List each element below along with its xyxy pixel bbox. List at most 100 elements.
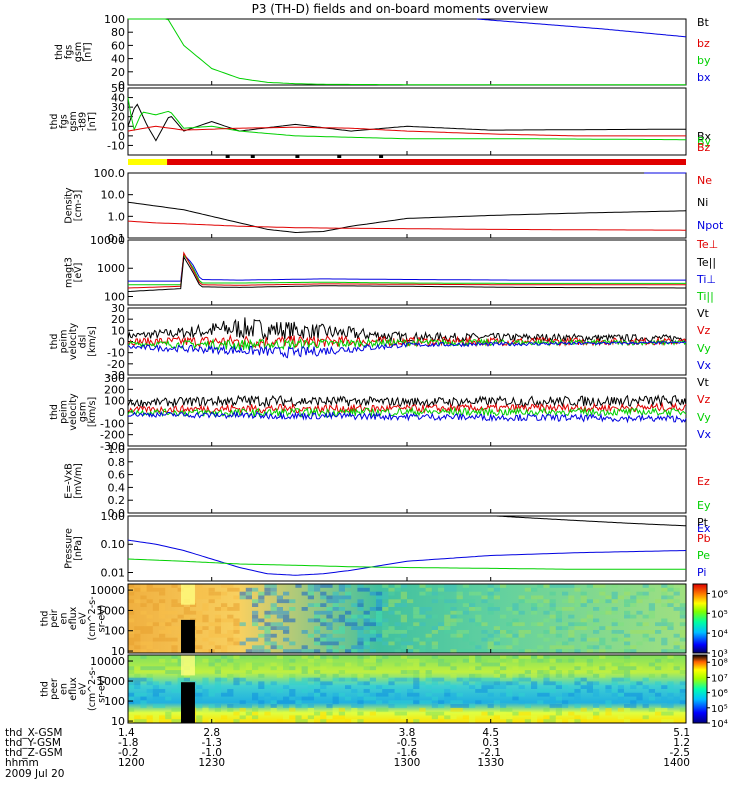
- spectrogram-cell: [673, 607, 680, 611]
- spectrogram-cell: [425, 711, 432, 716]
- x-row-value: 1200: [118, 757, 145, 769]
- spectrogram-cell: [301, 666, 308, 671]
- spectrogram-cell: [276, 673, 283, 678]
- spectrogram-cell: [624, 645, 631, 650]
- colorbar-tick-label: 10⁵: [711, 704, 728, 715]
- spectrogram-cell: [264, 692, 271, 697]
- spectrogram-cell: [134, 633, 141, 638]
- spectrogram-cell: [642, 715, 649, 720]
- spectrogram-cell: [562, 591, 569, 596]
- spectrogram-cell: [345, 584, 352, 588]
- spectrogram-cell: [661, 655, 668, 659]
- spectrogram-cell: [506, 681, 513, 686]
- spectrogram-cell: [252, 649, 259, 653]
- spectrogram-cell: [171, 662, 178, 667]
- spectrogram-cell: [630, 649, 637, 653]
- spectrogram-cell: [332, 637, 339, 642]
- spectrogram-cell: [388, 591, 395, 596]
- series-line-Ni: [127, 201, 687, 234]
- spectrogram-cell: [605, 689, 612, 693]
- spectrogram-cell: [679, 607, 686, 611]
- spectrogram-cell: [165, 670, 172, 674]
- spectrogram-cell: [574, 599, 581, 604]
- spectrogram-cell: [227, 692, 234, 697]
- spectrogram-cell: [320, 641, 327, 646]
- spectrogram-cell: [636, 610, 643, 615]
- y-tick-label: -30: [107, 369, 125, 382]
- spectrogram-cell: [382, 607, 389, 611]
- y-tick-label: 100.0: [94, 167, 126, 180]
- spectrogram-cell: [624, 637, 631, 642]
- spectrogram-cell: [146, 599, 153, 604]
- spectrogram-cell: [152, 696, 159, 701]
- spectrogram-cell: [345, 618, 352, 623]
- spectrogram-cell: [438, 700, 445, 705]
- spectrogram-cell: [580, 591, 587, 596]
- spectrogram-cell: [469, 618, 476, 623]
- spectrogram-cell: [146, 677, 153, 682]
- spectrogram-cell: [177, 707, 184, 712]
- spectrogram-cell: [549, 626, 556, 630]
- x-row-label: thd_Z-GSM: [5, 747, 63, 759]
- spectrogram-cell: [562, 641, 569, 646]
- spectrogram-cell: [332, 630, 339, 634]
- spectrogram-cell: [493, 681, 500, 686]
- spectrogram-cell: [624, 599, 631, 604]
- mode-bar: [128, 155, 686, 165]
- spectrogram-cell: [351, 704, 358, 708]
- spectrogram-cell: [351, 649, 358, 653]
- spectrogram-cell: [450, 673, 457, 678]
- spectrogram-cell: [531, 587, 538, 592]
- panel-frame: [127, 515, 687, 582]
- spectrogram-cell: [586, 584, 593, 588]
- spectrogram-cell: [357, 655, 364, 659]
- spectrogram-cell: [345, 649, 352, 653]
- spectrogram-cell: [270, 700, 277, 705]
- spectrogram-cell: [208, 599, 215, 604]
- y-tick-label: -10: [107, 139, 125, 152]
- spectrogram-cell: [270, 607, 277, 611]
- spectrogram-cell: [419, 591, 426, 596]
- spectrogram-cell: [506, 670, 513, 674]
- spectrogram-cell: [369, 637, 376, 642]
- spectrogram-cell: [611, 637, 618, 642]
- spectrogram-cell: [301, 670, 308, 674]
- x-row-value: -0.5: [397, 737, 418, 749]
- spectrogram-cell: [289, 641, 296, 646]
- spectrogram-cell: [208, 662, 215, 667]
- spectrogram-cell: [617, 595, 624, 600]
- spectrogram-cell: [159, 633, 166, 638]
- spectrogram-cell: [599, 626, 606, 630]
- spectrogram-cell: [394, 677, 401, 682]
- spectrogram-cell: [667, 622, 674, 627]
- spectrogram-cell: [183, 677, 190, 682]
- spectrogram-cell: [413, 622, 420, 627]
- spectrogram-cell: [642, 637, 649, 642]
- spectrogram-cell: [524, 649, 531, 653]
- spectrogram-cell: [326, 633, 333, 638]
- spectrogram-cell: [394, 603, 401, 607]
- spectrogram-cell: [332, 662, 339, 667]
- spectrogram-cell: [413, 673, 420, 678]
- spectrogram-cell: [531, 658, 538, 663]
- y-axis-label-line: (cm^2-s-: [87, 667, 98, 711]
- spectrogram-cell: [382, 630, 389, 634]
- spectrogram-cell: [357, 673, 364, 678]
- spectrogram-cell: [388, 603, 395, 607]
- spectrogram-cell: [159, 603, 166, 607]
- spectrogram-cell: [196, 626, 203, 630]
- spectrogram-cell: [524, 704, 531, 708]
- spectrogram-cell: [642, 704, 649, 708]
- spectrogram-cell: [320, 618, 327, 623]
- spectrogram-cell: [407, 700, 414, 705]
- spectrogram-cell: [376, 591, 383, 596]
- spectrogram-cell: [159, 696, 166, 701]
- spectrogram-cell: [227, 630, 234, 634]
- spectrogram-cell: [233, 630, 240, 634]
- spectrogram-cell: [617, 655, 624, 659]
- x-row-value: 0.3: [482, 737, 499, 749]
- spectrogram-cell: [382, 641, 389, 646]
- spectrogram-cell: [611, 670, 618, 674]
- spectrogram-cell: [407, 599, 414, 604]
- spectrogram-cell: [326, 599, 333, 604]
